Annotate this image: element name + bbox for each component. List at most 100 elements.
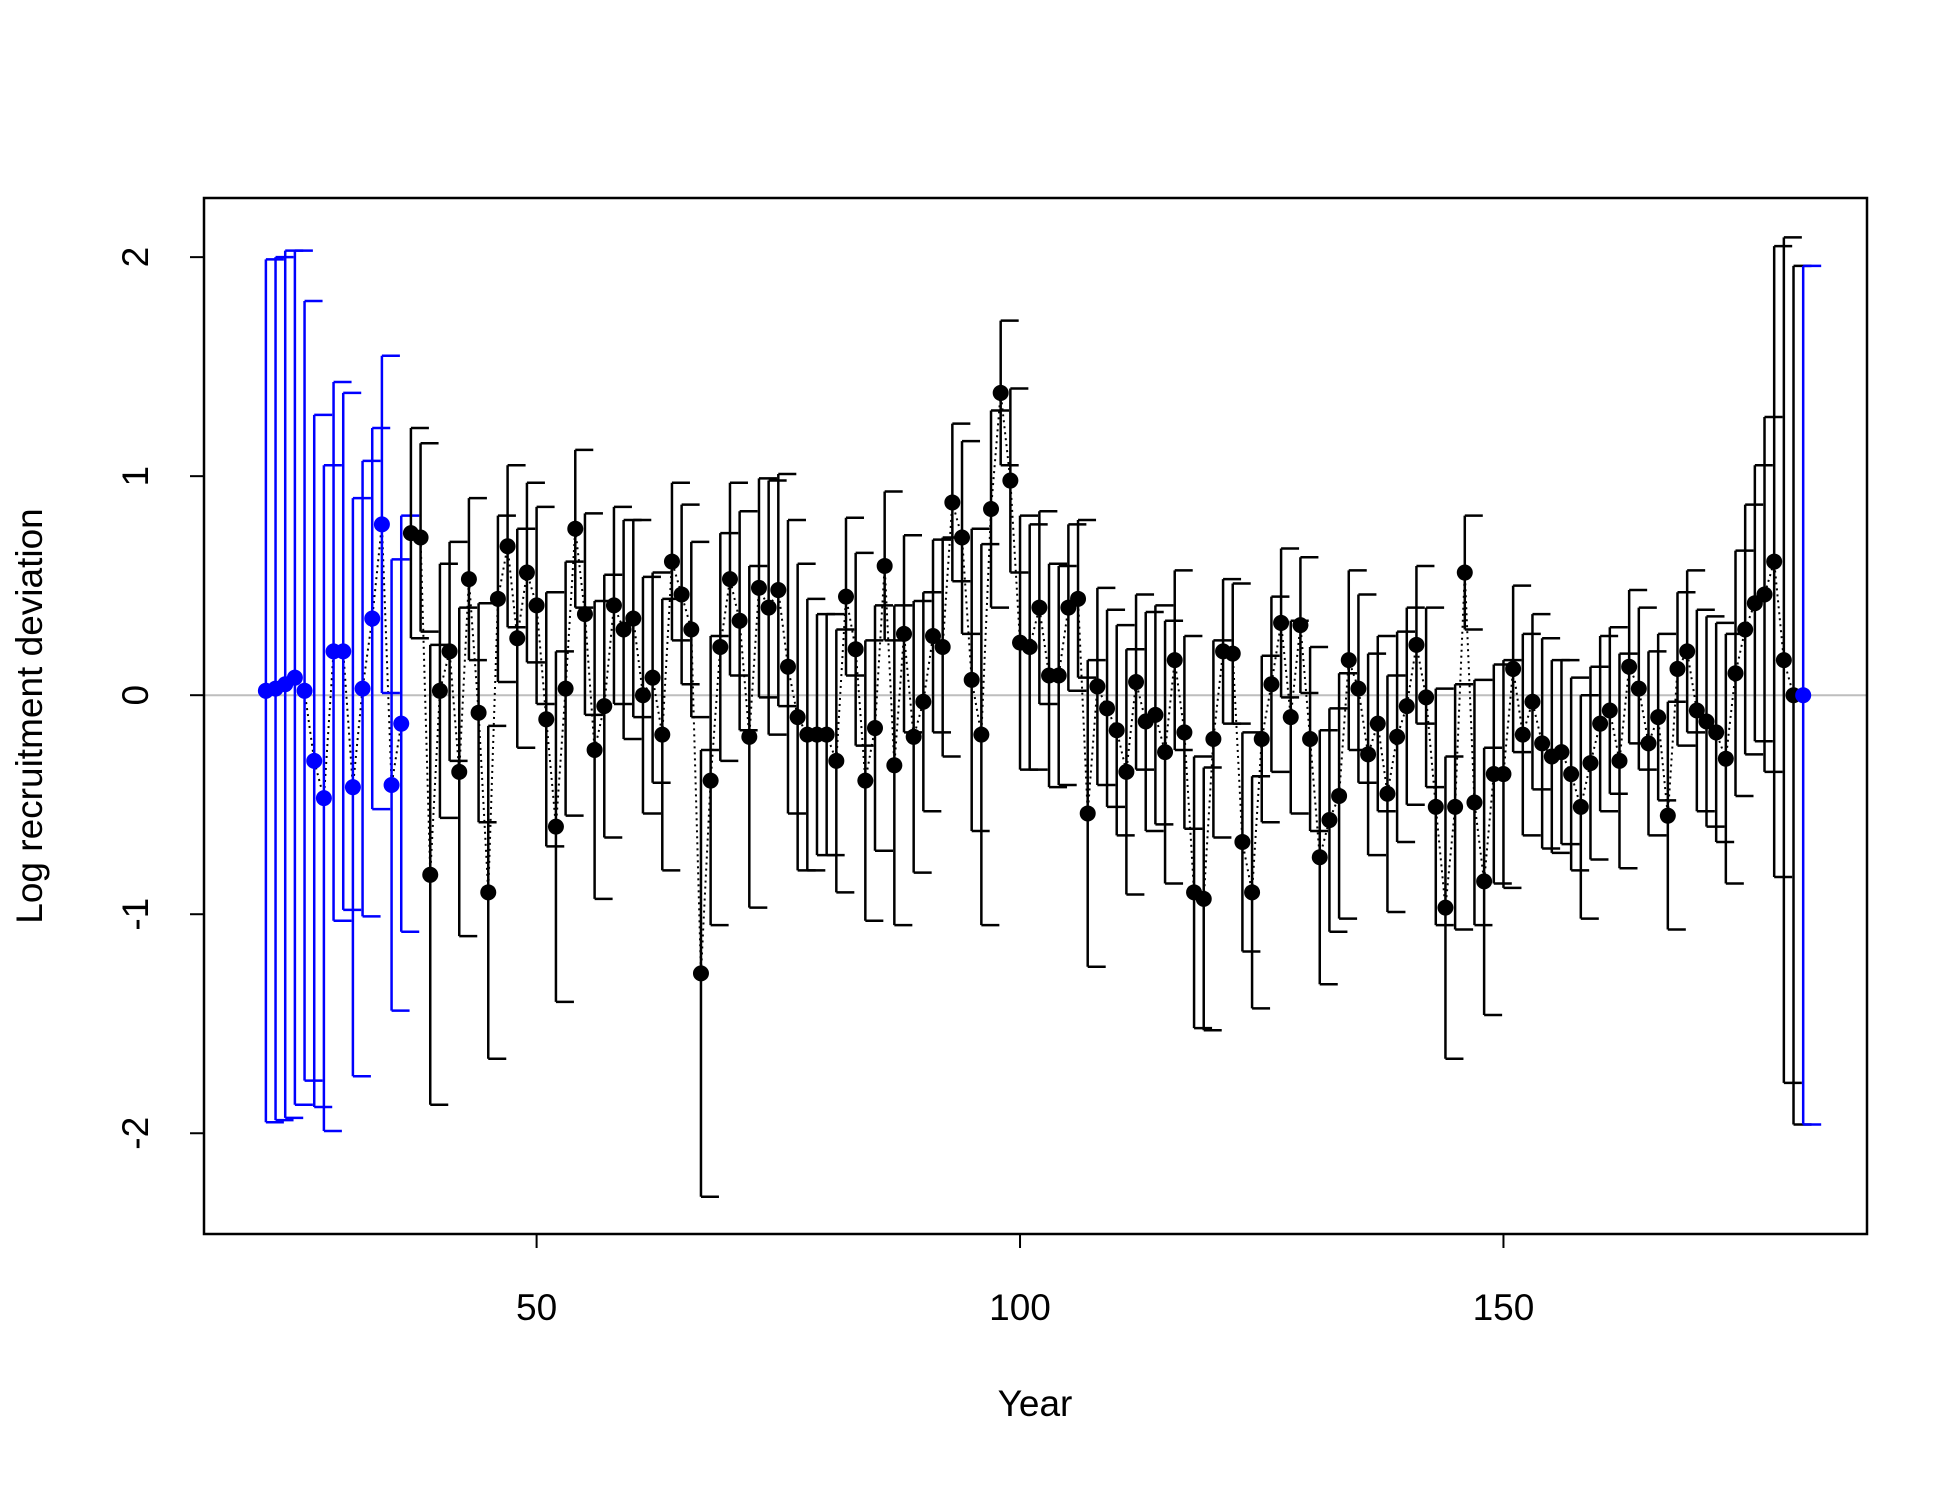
point: [605, 597, 622, 614]
point: [1495, 766, 1512, 783]
point: [1253, 730, 1270, 747]
point: [1737, 621, 1754, 638]
point: [422, 866, 439, 883]
point: [373, 516, 390, 533]
point: [296, 682, 313, 699]
point: [867, 720, 884, 737]
point: [1466, 794, 1483, 811]
point: [915, 693, 932, 710]
y-tick-label: -2: [115, 1117, 156, 1150]
point: [470, 704, 487, 721]
point: [1389, 728, 1406, 745]
point: [431, 682, 448, 699]
point: [1534, 735, 1551, 752]
point: [886, 757, 903, 774]
point: [1621, 658, 1638, 675]
point: [779, 658, 796, 675]
point: [1099, 700, 1116, 717]
point: [286, 669, 303, 686]
point: [634, 687, 651, 704]
point: [1031, 599, 1048, 616]
point: [1273, 614, 1290, 631]
point: [547, 818, 564, 835]
point: [509, 630, 526, 647]
point: [954, 529, 971, 546]
point: [1592, 715, 1609, 732]
point: [1292, 617, 1309, 634]
point: [944, 494, 961, 511]
point: [1418, 689, 1435, 706]
point: [818, 726, 835, 743]
point: [750, 579, 767, 596]
point: [828, 752, 845, 769]
point: [315, 790, 332, 807]
point: [837, 588, 854, 605]
point: [480, 884, 497, 901]
point: [1321, 812, 1338, 829]
x-axis-label: Year: [998, 1383, 1073, 1424]
point: [451, 763, 468, 780]
point: [905, 728, 922, 745]
point: [1717, 750, 1734, 767]
point: [683, 621, 700, 638]
point: [1234, 833, 1251, 850]
point: [1756, 586, 1773, 603]
point: [538, 711, 555, 728]
point: [702, 772, 719, 789]
point: [335, 643, 352, 660]
point: [499, 538, 516, 555]
point: [1147, 706, 1164, 723]
point: [1505, 660, 1522, 677]
point: [460, 571, 477, 588]
point: [934, 639, 951, 656]
plot-frame: [202, 196, 1869, 1236]
point: [857, 772, 874, 789]
point: [1224, 645, 1241, 662]
point: [518, 564, 535, 581]
point: [1650, 709, 1667, 726]
point: [1775, 652, 1792, 669]
y-tick-label: 2: [115, 247, 156, 268]
point: [596, 698, 613, 715]
y-tick-label: -1: [115, 898, 156, 931]
point: [847, 641, 864, 658]
point: [1727, 665, 1744, 682]
point: [1514, 726, 1531, 743]
point: [1244, 884, 1261, 901]
point: [1118, 763, 1135, 780]
point: [644, 669, 661, 686]
point: [1795, 687, 1812, 704]
point: [1630, 680, 1647, 697]
point: [1369, 715, 1386, 732]
point: [770, 582, 787, 599]
point: [1708, 724, 1725, 741]
point: [412, 529, 429, 546]
point: [731, 612, 748, 629]
point: [1524, 693, 1541, 710]
point: [983, 501, 1000, 518]
x-tick-label: 100: [989, 1287, 1051, 1328]
point: [1447, 798, 1464, 815]
y-tick-label: 1: [115, 466, 156, 487]
point: [1050, 667, 1067, 684]
point: [1311, 849, 1328, 866]
point: [1379, 785, 1396, 802]
point: [1282, 709, 1299, 726]
point: [567, 520, 584, 537]
point: [896, 625, 913, 642]
point: [586, 741, 603, 758]
point: [1089, 678, 1106, 695]
point: [1331, 787, 1348, 804]
point: [528, 597, 545, 614]
point: [1601, 702, 1618, 719]
y-axis-label: Log recruitment deviation: [9, 508, 50, 923]
point: [721, 571, 738, 588]
point: [1611, 752, 1628, 769]
point: [489, 590, 506, 607]
point: [1302, 730, 1319, 747]
point: [344, 779, 361, 796]
point: [692, 965, 709, 982]
point: [1408, 636, 1425, 653]
point: [1166, 652, 1183, 669]
